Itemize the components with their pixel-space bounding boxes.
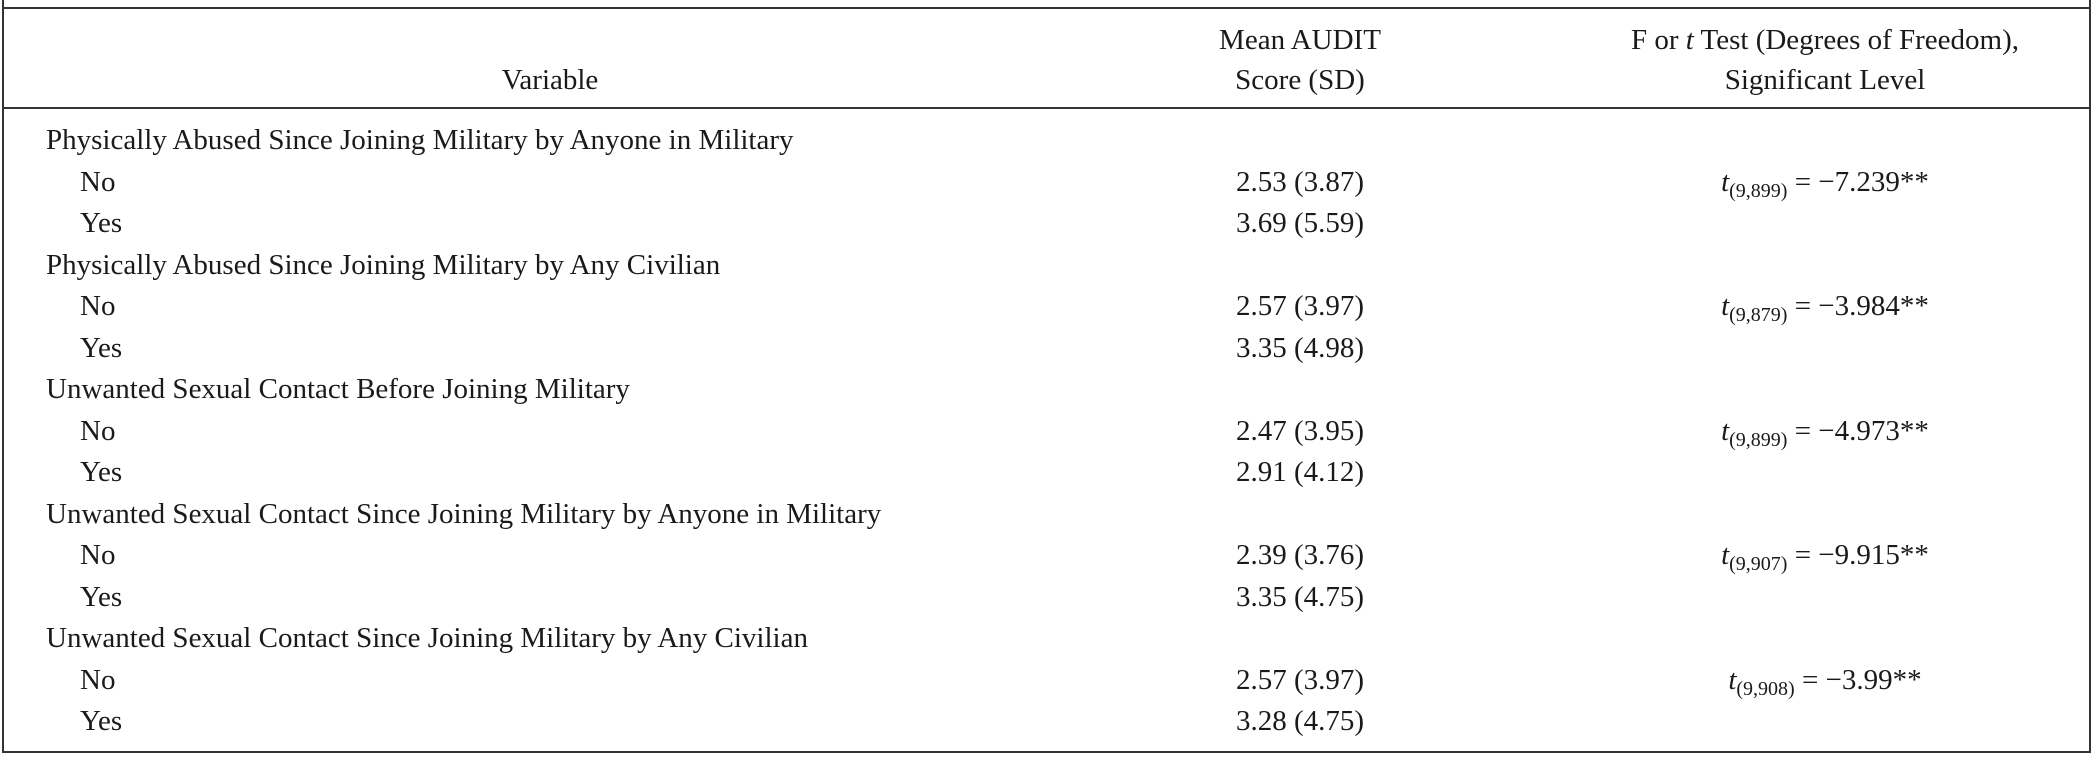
- table-row: Unwanted Sexual Contact Since Joining Mi…: [0, 618, 2095, 660]
- column-header-mean-line2: Score (SD): [1235, 64, 1365, 96]
- row-category-label: No: [80, 165, 116, 198]
- column-header-variable-label: Variable: [501, 64, 599, 96]
- table-body: Physically Abused Since Joining Military…: [0, 120, 2095, 743]
- test-statistic-cell: t(9,908) = −3.99**: [1560, 660, 2090, 702]
- table-row: Yes 3.28 (4.75): [0, 701, 2095, 743]
- row-variable-label: Unwanted Sexual Contact Since Joining Mi…: [46, 622, 808, 654]
- degrees-of-freedom: (9,908): [1736, 677, 1795, 700]
- test-value: = −7.239**: [1787, 165, 1929, 198]
- table-row: Yes 3.35 (4.75): [0, 577, 2095, 619]
- table-row: Physically Abused Since Joining Military…: [0, 245, 2095, 287]
- table-row: Unwanted Sexual Contact Before Joining M…: [0, 369, 2095, 411]
- test-value: = −3.984**: [1787, 290, 1929, 322]
- mean-audit-score-cell: 3.35 (4.98): [1235, 331, 1365, 364]
- table-row: No 2.57 (3.97) t(9,908) = −3.99**: [0, 660, 2095, 702]
- table-header-rule: [2, 107, 2091, 109]
- row-variable-label: Unwanted Sexual Contact Since Joining Mi…: [46, 497, 882, 530]
- table-row: No 2.47 (3.95) t(9,899) = −4.973**: [0, 411, 2095, 453]
- row-category-label: No: [80, 539, 116, 571]
- test-symbol: t: [1728, 663, 1737, 696]
- test-symbol: t: [1721, 165, 1730, 198]
- mean-audit-score-cell: 2.53 (3.87): [1235, 165, 1365, 198]
- table-row: Unwanted Sexual Contact Since Joining Mi…: [0, 494, 2095, 536]
- table-row: Physically Abused Since Joining Military…: [0, 120, 2095, 162]
- mean-audit-score-cell: 2.91 (4.12): [1235, 456, 1365, 488]
- mean-audit-score-cell: 3.69 (5.59): [1235, 207, 1365, 239]
- degrees-of-freedom: (9,907): [1729, 553, 1788, 575]
- column-header-test-pre: F or: [1630, 24, 1686, 56]
- row-category-label: Yes: [80, 580, 123, 613]
- row-category-label: Yes: [80, 705, 123, 737]
- degrees-of-freedom: (9,899): [1729, 428, 1788, 451]
- degrees-of-freedom: (9,899): [1729, 179, 1788, 202]
- column-header-mean: Mean AUDIT Score (SD): [1130, 20, 1470, 100]
- row-variable-label: Physically Abused Since Joining Military…: [46, 124, 794, 156]
- row-category-label: No: [80, 663, 116, 696]
- table-top-rule: [2, 7, 2091, 9]
- test-symbol: t: [1721, 414, 1730, 447]
- table-row: Yes 2.91 (4.12): [0, 452, 2095, 494]
- column-header-test-post: Test (Degrees of Freedom),: [1693, 24, 2020, 56]
- mean-audit-score-cell: 2.57 (3.97): [1235, 663, 1365, 696]
- mean-audit-score-cell: 2.47 (3.95): [1235, 414, 1365, 447]
- table-row: No 2.57 (3.97) t(9,879) = −3.984**: [0, 286, 2095, 328]
- test-value: = −4.973**: [1787, 414, 1929, 447]
- column-header-test-line1: F or t Test (Degrees of Freedom),: [1560, 20, 2090, 60]
- row-category-label: No: [80, 290, 116, 322]
- mean-audit-score-cell: 3.28 (4.75): [1235, 705, 1365, 737]
- test-statistic-cell: t(9,899) = −7.239**: [1560, 162, 2090, 204]
- table-row: No 2.39 (3.76) t(9,907) = −9.915**: [0, 535, 2095, 577]
- row-category-label: Yes: [80, 331, 123, 364]
- mean-audit-score-cell: 3.35 (4.75): [1235, 580, 1365, 613]
- test-value: = −3.99**: [1794, 663, 1922, 696]
- row-variable-label: Physically Abused Since Joining Military…: [46, 248, 721, 281]
- column-header-mean-line1: Mean AUDIT: [1219, 24, 1381, 56]
- test-value: = −9.915**: [1787, 539, 1929, 571]
- row-category-label: No: [80, 414, 116, 447]
- mean-audit-score-cell: 2.57 (3.97): [1235, 290, 1365, 322]
- row-category-label: Yes: [80, 207, 123, 239]
- test-statistic-cell: t(9,907) = −9.915**: [1560, 535, 2090, 577]
- table-row: No 2.53 (3.87) t(9,899) = −7.239**: [0, 162, 2095, 204]
- test-statistic-cell: t(9,879) = −3.984**: [1560, 286, 2090, 328]
- row-category-label: Yes: [80, 456, 123, 488]
- test-statistic-cell: t(9,899) = −4.973**: [1560, 411, 2090, 453]
- row-variable-label: Unwanted Sexual Contact Before Joining M…: [46, 373, 630, 405]
- test-symbol: t: [1721, 290, 1730, 322]
- column-header-test-line2: Significant Level: [1724, 64, 1926, 96]
- mean-audit-score-cell: 2.39 (3.76): [1235, 539, 1365, 571]
- degrees-of-freedom: (9,879): [1729, 304, 1788, 326]
- table-row: Yes 3.35 (4.98): [0, 328, 2095, 370]
- test-symbol: t: [1721, 539, 1730, 571]
- table-row: Yes 3.69 (5.59): [0, 203, 2095, 245]
- column-header-test: F or t Test (Degrees of Freedom), Signif…: [1560, 20, 2090, 100]
- column-header-test-italic: t: [1685, 24, 1694, 56]
- column-header-variable: Variable: [400, 60, 700, 100]
